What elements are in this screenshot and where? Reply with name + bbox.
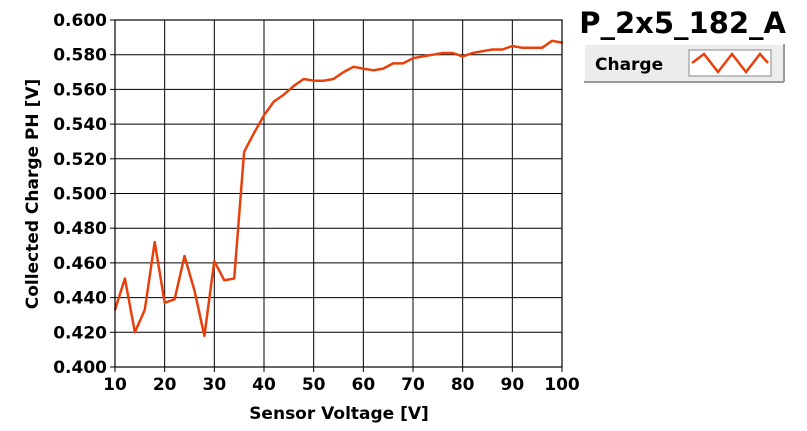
data-point (511, 45, 514, 48)
series-layer (113, 39, 563, 338)
data-point (481, 50, 484, 53)
data-point (153, 241, 156, 244)
y-tick-label: 0.540 (53, 115, 107, 135)
data-point (431, 53, 434, 56)
y-tick-label: 0.440 (53, 289, 107, 309)
x-tick-label: 100 (544, 375, 580, 395)
data-point (203, 334, 206, 337)
data-point (541, 46, 544, 49)
y-tick-label: 0.400 (53, 358, 107, 378)
x-tick-label: 90 (500, 375, 524, 395)
data-point (342, 71, 345, 74)
data-point (521, 46, 524, 49)
chart-title: P_2x5_182_A (579, 6, 786, 40)
x-tick-label: 50 (302, 375, 326, 395)
legend-label-charge: Charge (595, 55, 663, 75)
data-point (143, 308, 146, 311)
x-tick-label: 10 (103, 375, 127, 395)
data-point (233, 277, 236, 280)
data-point (272, 100, 275, 103)
data-point (551, 39, 554, 42)
y-tick-label: 0.420 (53, 323, 107, 343)
y-tick-label: 0.480 (53, 219, 107, 239)
legend-line-sample (691, 51, 769, 75)
y-tick-label: 0.580 (53, 46, 107, 66)
data-point (421, 55, 424, 58)
data-point (193, 289, 196, 292)
data-point (123, 277, 126, 280)
data-point (491, 48, 494, 51)
y-tick-label: 0.560 (53, 80, 107, 100)
data-point (461, 55, 464, 58)
x-tick-label: 80 (451, 375, 475, 395)
y-tick-label: 0.520 (53, 150, 107, 170)
data-point (292, 84, 295, 87)
data-point (362, 67, 365, 70)
grid (115, 20, 562, 367)
data-point (322, 79, 325, 82)
data-point (282, 93, 285, 96)
series-line-charge (113, 39, 563, 338)
data-point (163, 301, 166, 304)
data-point (501, 48, 504, 51)
data-point (382, 67, 385, 70)
data-point (332, 77, 335, 80)
data-point (213, 260, 216, 263)
x-tick-label: 40 (252, 375, 276, 395)
data-point (451, 51, 454, 54)
x-axis-ticks: 10 20 30 40 50 60 70 80 90 100 (103, 367, 580, 395)
data-point (243, 150, 246, 153)
data-point (133, 331, 136, 334)
data-point (223, 279, 226, 282)
y-tick-label: 0.500 (53, 185, 107, 205)
x-tick-label: 30 (202, 375, 226, 395)
data-point (392, 62, 395, 65)
y-tick-label: 0.460 (53, 254, 107, 274)
y-tick-label: 0.600 (53, 11, 107, 31)
y-axis-ticks: 0.400 0.420 0.440 0.460 0.480 0.500 0.520 0.540… (53, 11, 115, 378)
data-point (253, 131, 256, 134)
data-point (263, 114, 265, 117)
data-point (412, 57, 414, 60)
data-point (531, 46, 534, 49)
data-point (402, 62, 405, 65)
data-point (352, 65, 355, 68)
data-point (302, 77, 305, 80)
x-tick-label: 70 (401, 375, 425, 395)
data-point (471, 51, 474, 54)
x-tick-label: 20 (153, 375, 177, 395)
data-point (173, 298, 176, 301)
y-axis-title: Collected Charge PH [V] (23, 79, 43, 310)
x-tick-label: 60 (351, 375, 375, 395)
x-axis-title: Sensor Voltage [V] (249, 404, 429, 424)
legend: Charge (583, 43, 785, 83)
data-point (441, 51, 444, 54)
data-point (312, 79, 315, 82)
data-point (372, 69, 375, 72)
data-point (183, 254, 186, 257)
